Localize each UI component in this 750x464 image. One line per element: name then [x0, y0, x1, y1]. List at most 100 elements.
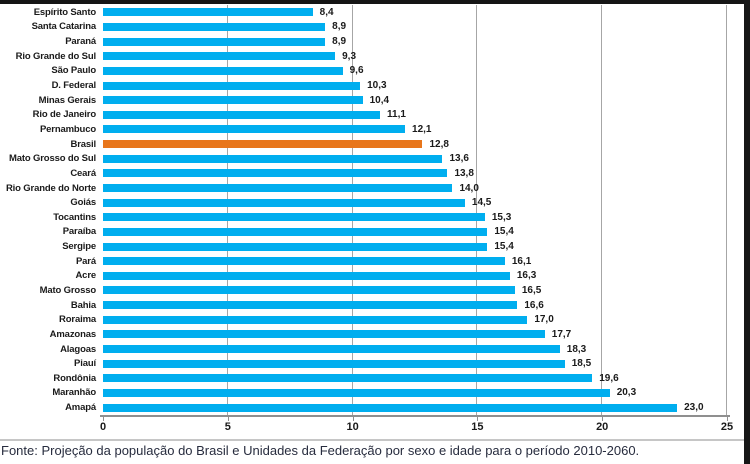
axis-tick-label: 25	[720, 421, 734, 433]
bar-row: Ceará 13,8	[0, 166, 727, 181]
bar-row: Santa Catarina 8,9	[0, 20, 727, 35]
bar	[103, 52, 336, 61]
bar-track: 13,8	[103, 166, 727, 181]
bar	[103, 154, 443, 163]
bar-track: 15,4	[103, 225, 727, 240]
bar-track: 9,3	[103, 49, 727, 64]
category-label: Amazonas	[49, 328, 96, 340]
bar-row: Pernambuco 12,1	[0, 122, 727, 137]
bar	[103, 8, 313, 17]
bar-track: 10,3	[103, 78, 727, 93]
bar-track: 12,8	[103, 137, 727, 152]
axis-tick-label: 0	[99, 421, 107, 433]
bar-track: 16,5	[103, 283, 727, 298]
axis-tick	[103, 417, 104, 421]
bar-track: 8,9	[103, 20, 727, 35]
category-label: Roraima	[59, 314, 96, 326]
bar-row: Alagoas 18,3	[0, 342, 727, 357]
footer-divider	[0, 439, 750, 441]
bar-track: 8,9	[103, 34, 727, 49]
bar-row: Rio Grande do Sul 9,3	[0, 49, 727, 64]
bar-row: Paraíba 15,4	[0, 225, 727, 240]
category-label: Espírito Santo	[33, 6, 96, 18]
category-label: Minas Gerais	[38, 94, 96, 106]
bar-row: Brasil 12,8	[0, 137, 727, 152]
bar	[103, 169, 448, 178]
category-label: Acre	[75, 270, 96, 282]
x-axis-line	[100, 415, 730, 417]
value-label: 17,7	[551, 328, 572, 340]
top-border	[0, 0, 750, 4]
bar	[103, 257, 505, 266]
source-note: Fonte: Projeção da população do Brasil e…	[1, 443, 640, 458]
value-label: 18,3	[566, 343, 587, 355]
bar-track: 16,1	[103, 254, 727, 269]
bar	[103, 271, 510, 280]
bar	[103, 96, 363, 105]
gridline	[601, 5, 603, 415]
value-label: 16,6	[524, 299, 544, 311]
bar	[103, 359, 565, 368]
category-label: Maranhão	[52, 387, 96, 399]
value-label: 8,9	[332, 21, 347, 33]
bar	[103, 66, 343, 75]
axis-tick	[227, 417, 229, 421]
bar	[103, 330, 545, 339]
bar-track: 9,6	[103, 64, 727, 79]
bar-row: Pará 16,1	[0, 254, 727, 269]
value-label: 16,5	[521, 284, 542, 296]
bar-track: 15,3	[103, 210, 727, 225]
bar-track: 20,3	[103, 386, 727, 401]
bar-track: 23,0	[103, 400, 727, 415]
bar-track: 13,6	[103, 151, 727, 166]
category-label: Bahia	[70, 299, 96, 311]
axis-tick	[602, 417, 604, 421]
value-label: 15,3	[491, 211, 512, 223]
bar-row: Mato Grosso do Sul 13,6	[0, 151, 727, 166]
bar-track: 16,3	[103, 269, 727, 284]
value-label: 15,4	[494, 241, 514, 253]
bar-track: 19,6	[103, 371, 727, 386]
bar-track: 18,3	[103, 342, 727, 357]
category-label: Rio Grande do Norte	[5, 182, 96, 194]
bar-track: 8,4	[103, 5, 727, 20]
gridline	[726, 5, 727, 415]
value-label: 23,0	[684, 402, 704, 414]
value-label: 8,4	[319, 6, 334, 18]
category-label: Mato Grosso	[39, 284, 97, 296]
bar	[103, 388, 610, 397]
bar-track: 16,6	[103, 298, 727, 313]
value-label: 11,1	[387, 109, 406, 121]
category-label: Pernambuco	[39, 123, 96, 135]
bar	[103, 301, 518, 310]
bar-track: 10,4	[103, 93, 727, 108]
value-label: 15,4	[494, 226, 514, 238]
bar	[103, 374, 593, 383]
bar-row: Amapá 23,0	[0, 400, 727, 415]
category-label: Amapá	[65, 402, 96, 414]
gridline	[226, 5, 228, 415]
bar	[103, 37, 326, 46]
bar-row: Sergipe 15,4	[0, 239, 727, 254]
gridline	[351, 5, 353, 415]
bar	[103, 345, 560, 354]
category-label: Santa Catarina	[31, 21, 97, 33]
value-label: 19,6	[599, 372, 619, 384]
bar-row: Amazonas 17,7	[0, 327, 727, 342]
bar-row: Roraima 17,0	[0, 312, 727, 327]
bar-row: Bahia 16,6	[0, 298, 727, 313]
axis-tick	[352, 417, 354, 421]
plot-gridlines	[103, 5, 727, 415]
bar	[103, 227, 488, 236]
right-border	[744, 0, 750, 464]
bar	[103, 286, 515, 295]
bar	[103, 242, 488, 251]
value-label: 16,1	[511, 255, 532, 267]
value-label: 9,3	[342, 50, 357, 62]
value-label: 20,3	[616, 387, 637, 399]
value-label: 14,0	[459, 182, 479, 194]
bar-row: Piauí 18,5	[0, 356, 727, 371]
axis-tick-label: 5	[224, 421, 231, 433]
bar-row: Rio de Janeiro 11,1	[0, 107, 727, 122]
category-label: Paraná	[65, 36, 96, 48]
